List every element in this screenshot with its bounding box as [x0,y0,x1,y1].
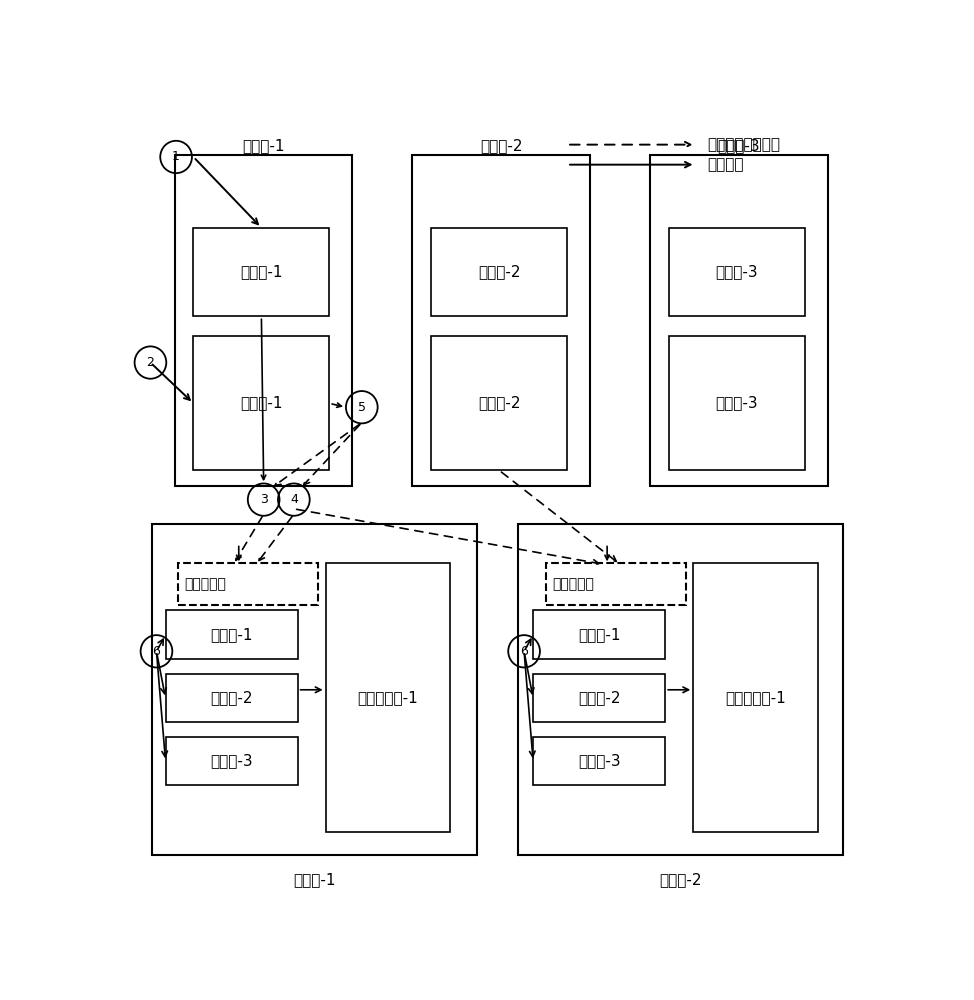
Bar [651,155,828,486]
Text: 元数据-3: 元数据-3 [578,754,620,769]
Bar [669,228,805,316]
Text: 请求缓冲区: 请求缓冲区 [552,577,594,591]
Bar [174,155,352,486]
Text: 3: 3 [260,493,268,506]
Text: 値数据-2: 値数据-2 [478,395,520,410]
Bar [166,610,298,659]
Text: 2: 2 [146,356,154,369]
Text: 主进程-2: 主进程-2 [480,138,522,153]
Text: 元数据-1: 元数据-1 [241,265,282,280]
Text: 値数据-3: 値数据-3 [716,395,759,410]
Bar [431,228,567,316]
Bar [325,563,450,832]
Text: 主进程-1: 主进程-1 [242,138,284,153]
Text: 请求缓冲区: 请求缓冲区 [184,577,226,591]
Text: 主进程-3: 主进程-3 [718,138,760,153]
Bar [518,524,843,855]
Text: 4: 4 [290,493,298,506]
Text: 元数据-3: 元数据-3 [716,265,759,280]
Text: 从进程-1: 从进程-1 [293,872,335,887]
Text: 値数据编码-1: 値数据编码-1 [357,690,418,705]
Bar [533,610,665,659]
Bar [194,228,329,316]
Bar [166,737,298,785]
Bar [669,336,805,470]
Text: 値数据编码-1: 値数据编码-1 [725,690,786,705]
Text: 同步更新额外操作: 同步更新额外操作 [707,137,780,152]
Bar [693,563,818,832]
Text: 5: 5 [357,401,366,414]
Bar [152,524,476,855]
Text: 元数据-1: 元数据-1 [578,627,620,642]
Bar [194,336,329,470]
Text: 元数据-1: 元数据-1 [210,627,253,642]
Text: 1: 1 [172,150,180,163]
Bar [533,674,665,722]
Text: 6: 6 [153,645,161,658]
Text: 値数据-1: 値数据-1 [241,395,282,410]
Text: 6: 6 [520,645,528,658]
Text: 元数据-2: 元数据-2 [578,690,620,705]
Bar [546,563,686,605]
Bar [166,674,298,722]
Text: 元数据-3: 元数据-3 [210,754,253,769]
Text: 更新操作: 更新操作 [707,157,743,172]
Bar [533,737,665,785]
Text: 从进程-2: 从进程-2 [659,872,701,887]
Bar [178,563,318,605]
Text: 元数据-2: 元数据-2 [210,690,253,705]
Text: 元数据-2: 元数据-2 [478,265,520,280]
Bar [431,336,567,470]
Bar [412,155,590,486]
